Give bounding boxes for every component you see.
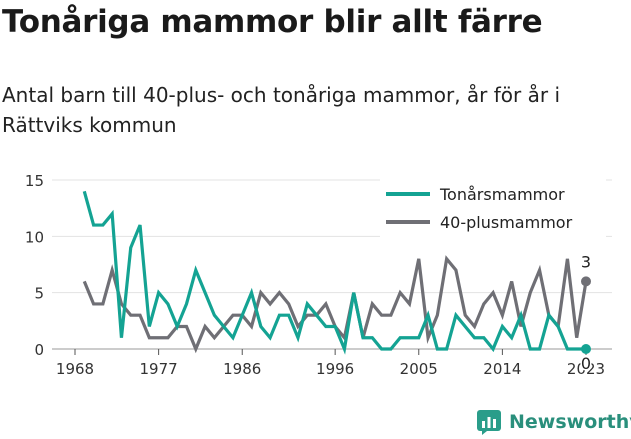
series-line-tonarsmammor bbox=[82, 190, 586, 355]
end-point-marker bbox=[581, 344, 591, 354]
y-tick-label: 0 bbox=[34, 341, 44, 359]
x-tick-label: 2023 bbox=[567, 360, 605, 378]
end-value-label: 0 bbox=[581, 354, 591, 373]
x-tick-label: 1968 bbox=[56, 360, 94, 378]
legend-label: Tonårsmammor bbox=[439, 185, 565, 204]
newsworthy-logo-text: Newsworthy bbox=[509, 411, 631, 433]
end-value-label: 3 bbox=[581, 252, 591, 271]
y-tick-label: 5 bbox=[34, 285, 44, 303]
series-layer bbox=[82, 190, 588, 355]
x-tick-label: 2014 bbox=[483, 360, 521, 378]
x-tick-label: 1977 bbox=[140, 360, 178, 378]
x-tick-label: 1996 bbox=[316, 360, 354, 378]
y-tick-label: 10 bbox=[25, 228, 44, 246]
legend: Tonårsmammor 40-plusmammor bbox=[380, 176, 606, 238]
legend-box bbox=[380, 176, 606, 238]
x-tick-label: 2005 bbox=[400, 360, 438, 378]
newsworthy-logo-icon bbox=[477, 410, 501, 435]
label-layer: 03 bbox=[579, 251, 592, 375]
x-tick-label: 1986 bbox=[223, 360, 261, 378]
newsworthy-logo: Newsworthy bbox=[476, 408, 631, 436]
end-point-marker bbox=[581, 276, 591, 287]
chart-title: Tonåriga mammor blir allt färre bbox=[2, 4, 543, 40]
legend-label: 40-plusmammor bbox=[440, 213, 573, 232]
y-tick-label: 15 bbox=[25, 172, 44, 190]
chart-subtitle: Antal barn till 40-plus- och tonåriga ma… bbox=[2, 83, 561, 137]
